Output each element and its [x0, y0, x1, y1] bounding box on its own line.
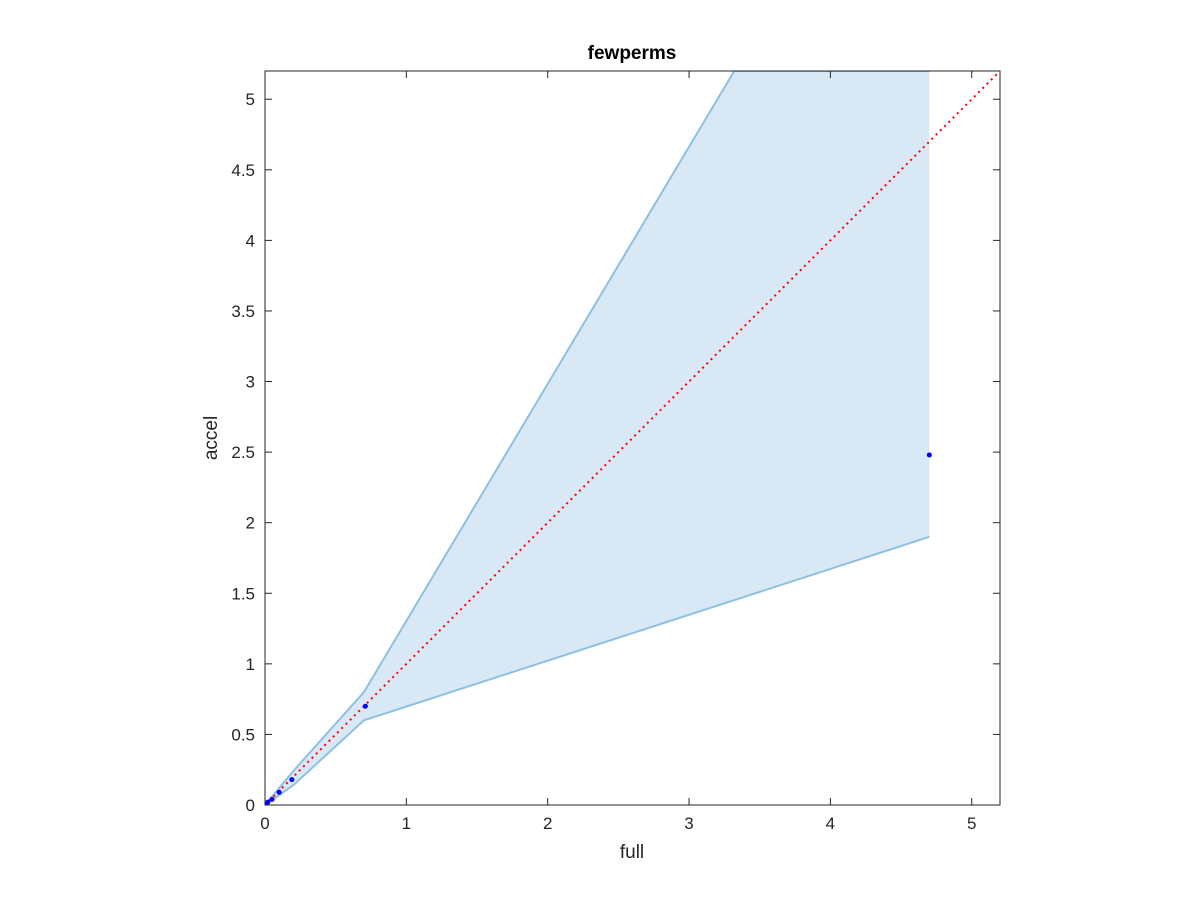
y-tick-label: 1.5 — [231, 584, 255, 603]
data-point — [362, 703, 368, 709]
y-tick-label: 4.5 — [231, 161, 255, 180]
x-tick-label: 5 — [967, 814, 976, 833]
y-tick-label: 4 — [246, 231, 255, 250]
x-tick-label: 4 — [826, 814, 835, 833]
y-tick-label: 2 — [246, 514, 255, 533]
y-tick-label: 3.5 — [231, 302, 255, 321]
y-tick-label: 2.5 — [231, 443, 255, 462]
data-point — [289, 777, 295, 783]
y-tick-label: 3 — [246, 373, 255, 392]
y-tick-label: 0 — [246, 796, 255, 815]
y-axis-label: accel — [201, 416, 222, 460]
data-point — [269, 796, 275, 802]
x-tick-label: 2 — [543, 814, 552, 833]
y-tick-label: 0.5 — [231, 725, 255, 744]
y-tick-label: 1 — [246, 655, 255, 674]
y-tick-label: 5 — [246, 90, 255, 109]
plot-area — [265, 71, 1000, 805]
axes-box — [264, 70, 1001, 806]
confidence-band — [265, 71, 930, 805]
x-tick-label: 0 — [260, 814, 269, 833]
band-lower-edge — [265, 535, 930, 805]
data-point — [265, 799, 271, 805]
reference-line — [265, 71, 1000, 805]
data-point — [276, 789, 282, 795]
data-point — [926, 452, 932, 458]
band-upper-edge — [265, 71, 930, 805]
x-tick-label: 3 — [684, 814, 693, 833]
x-tick-label: 1 — [402, 814, 411, 833]
axis-ticks: 0 1 2 3 4 5 0 0.5 1 1.5 2 2.5 3 3.5 4 4.5 5 — [231, 71, 1000, 833]
chart-title: fewperms — [588, 43, 677, 64]
x-axis-label: full — [620, 842, 644, 863]
